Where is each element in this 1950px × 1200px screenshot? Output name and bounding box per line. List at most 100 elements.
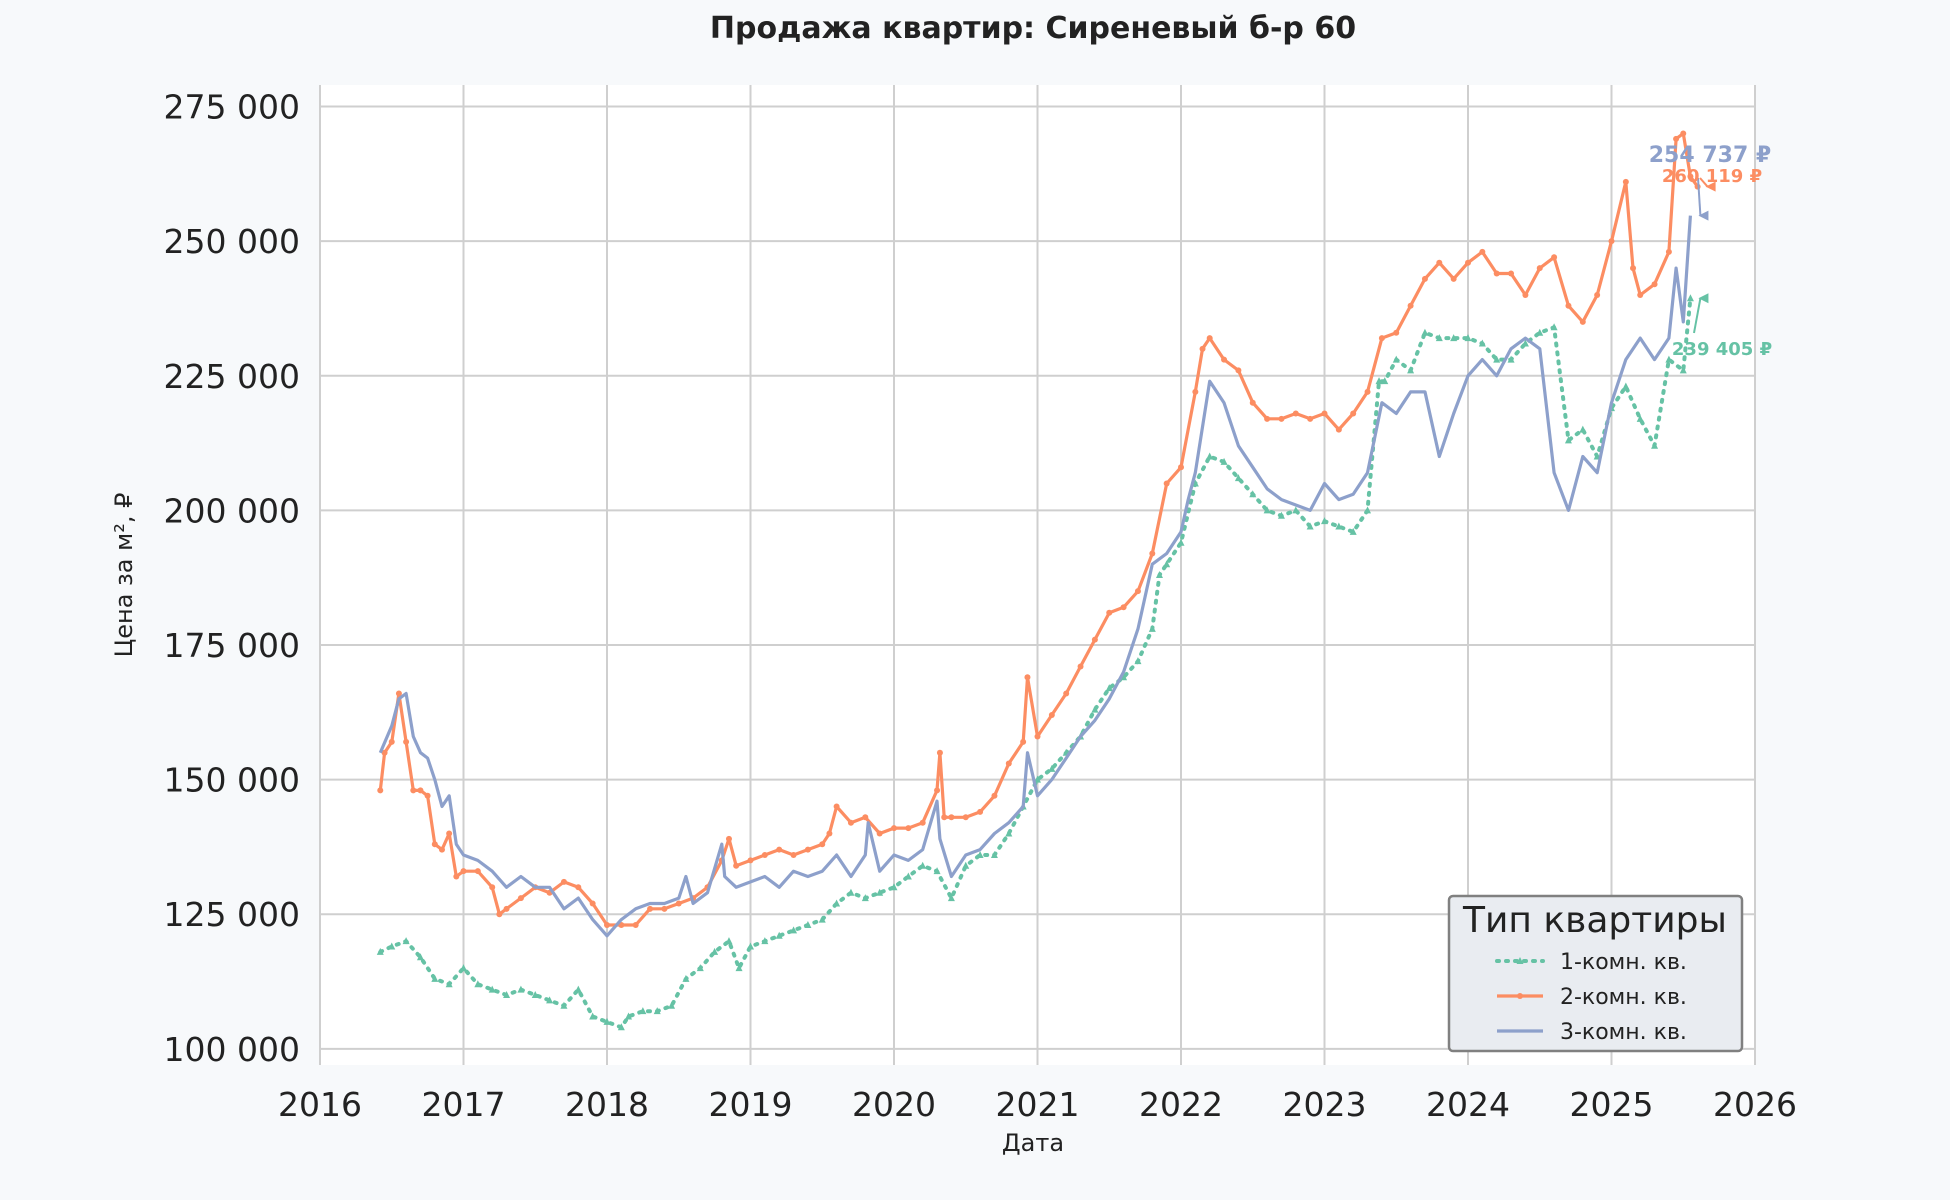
data-point xyxy=(1493,355,1501,363)
x-tick-label: 2020 xyxy=(852,1085,936,1124)
data-point xyxy=(1665,248,1672,255)
data-point xyxy=(1034,775,1041,783)
data-point xyxy=(1375,377,1383,385)
data-point xyxy=(1507,355,1515,363)
series-layer xyxy=(376,130,1701,1031)
data-point xyxy=(1005,760,1012,767)
x-tick-label: 2017 xyxy=(422,1085,506,1124)
data-point xyxy=(1407,302,1414,309)
data-point xyxy=(453,873,460,880)
data-point xyxy=(661,905,668,912)
data-point xyxy=(1665,355,1673,363)
data-point xyxy=(1522,292,1529,298)
data-point xyxy=(1249,399,1256,406)
data-point xyxy=(424,792,431,799)
data-point xyxy=(1335,522,1343,530)
data-point xyxy=(1221,356,1228,363)
data-point xyxy=(1594,292,1601,298)
annotation-arrow xyxy=(1693,298,1702,334)
data-point xyxy=(833,899,841,907)
data-point xyxy=(604,922,610,928)
data-point xyxy=(381,749,388,756)
data-point xyxy=(804,921,812,928)
annotation-arrowhead xyxy=(1698,210,1709,221)
data-point xyxy=(962,814,969,821)
data-point xyxy=(1421,275,1428,282)
data-point xyxy=(503,991,511,998)
data-point xyxy=(1393,329,1400,336)
data-point xyxy=(488,985,496,993)
data-point xyxy=(496,911,503,918)
x-tick-label: 2024 xyxy=(1426,1085,1510,1124)
data-point xyxy=(804,846,811,853)
annotation-arrowhead xyxy=(1705,181,1716,192)
data-point xyxy=(862,814,869,821)
data-point xyxy=(403,738,410,745)
data-point xyxy=(1536,265,1543,272)
data-point xyxy=(1321,517,1328,525)
data-point xyxy=(417,787,424,794)
data-point xyxy=(1680,130,1687,137)
data-point xyxy=(575,884,582,891)
data-point xyxy=(1622,382,1630,390)
data-point xyxy=(402,937,410,945)
data-point xyxy=(990,851,998,858)
data-point xyxy=(395,690,402,697)
annotation-arrow xyxy=(1699,177,1709,188)
data-point xyxy=(1091,705,1099,713)
tick-labels: 2016 2017 2018 2019 2020 2021 2022 2023 2024 2025… xyxy=(164,88,1797,1124)
data-point xyxy=(1335,426,1342,433)
data-point xyxy=(1378,335,1385,342)
data-point xyxy=(1651,441,1659,449)
chart-title: Продажа квартир: Сиреневый б-р 60 xyxy=(710,11,1356,46)
data-point xyxy=(589,900,596,907)
data-point xyxy=(517,985,525,993)
data-point xyxy=(891,825,897,832)
data-point xyxy=(503,905,510,912)
data-point xyxy=(761,937,769,945)
data-point xyxy=(639,1007,647,1015)
data-point xyxy=(948,814,955,821)
data-point xyxy=(1177,538,1185,546)
data-point xyxy=(936,749,943,756)
data-point xyxy=(1450,275,1457,282)
data-point xyxy=(1450,334,1458,342)
annotation-label: 260 119 ₽ xyxy=(1662,166,1762,187)
x-tick-label: 2025 xyxy=(1570,1085,1654,1124)
data-point xyxy=(1321,410,1328,417)
data-point xyxy=(725,937,733,945)
data-point xyxy=(1206,452,1214,460)
data-point xyxy=(1565,302,1572,309)
data-point xyxy=(790,926,798,934)
legend-label: 1-комн. кв. xyxy=(1560,950,1687,975)
data-point xyxy=(531,991,539,998)
data-point xyxy=(1679,366,1687,374)
data-point xyxy=(1264,415,1271,422)
data-point xyxy=(1637,292,1644,298)
data-point xyxy=(1148,624,1156,632)
data-point xyxy=(725,835,732,842)
data-point xyxy=(847,819,854,826)
data-point xyxy=(733,862,740,869)
data-point xyxy=(445,980,453,988)
data-point xyxy=(410,787,417,794)
y-tick-label: 200 000 xyxy=(164,491,300,530)
data-point xyxy=(1249,490,1257,498)
data-point xyxy=(1673,135,1680,142)
x-tick-label: 2022 xyxy=(1139,1085,1223,1124)
series-1 xyxy=(376,294,1694,1031)
data-point xyxy=(589,1012,597,1020)
y-tick-label: 175 000 xyxy=(164,626,300,665)
data-point xyxy=(1034,733,1041,740)
legend-title: Тип квартиры xyxy=(1462,900,1727,941)
data-point xyxy=(876,888,884,896)
data-point xyxy=(377,787,384,794)
data-point xyxy=(416,953,424,961)
data-point xyxy=(1478,339,1486,347)
data-point xyxy=(546,996,554,1004)
annotation-label: 254 737 ₽ xyxy=(1649,143,1771,168)
data-point xyxy=(1364,388,1371,395)
data-point xyxy=(991,792,998,799)
data-point xyxy=(653,1007,661,1015)
